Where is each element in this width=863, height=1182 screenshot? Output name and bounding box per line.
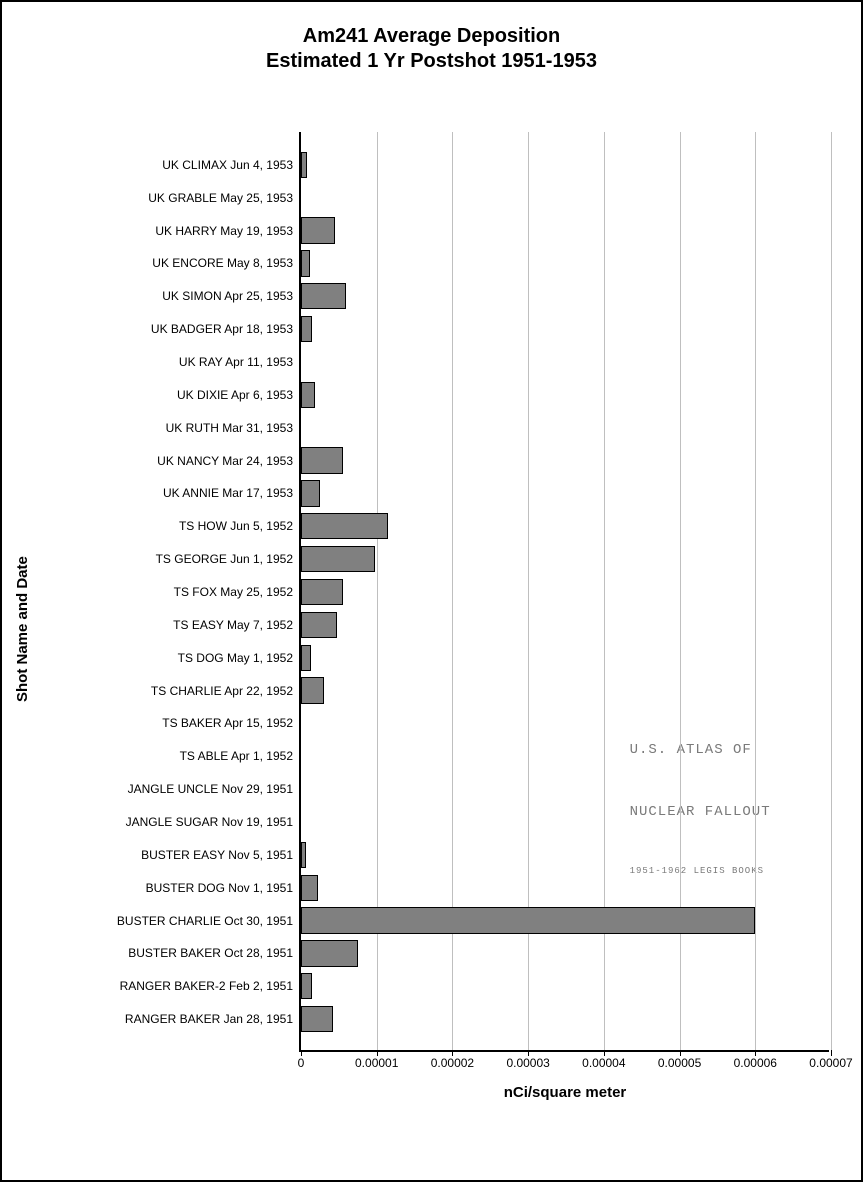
category-label: UK RUTH Mar 31, 1953 [166,421,301,435]
bar [301,382,315,408]
bar-row: UK CLIMAX Jun 4, 1953 [301,148,829,181]
bar [301,447,343,473]
category-label: BUSTER DOG Nov 1, 1951 [146,881,301,895]
bar-row: JANGLE SUGAR Nov 19, 1951 [301,806,829,839]
category-label: BUSTER CHARLIE Oct 30, 1951 [117,914,301,928]
bar [301,217,335,243]
category-label: TS GEORGE Jun 1, 1952 [156,552,301,566]
bar [301,677,324,703]
category-label: RANGER BAKER Jan 28, 1951 [125,1012,301,1026]
bar [301,940,358,966]
y-axis-label: Shot Name and Date [14,556,31,702]
bar [301,645,311,671]
category-label: UK NANCY Mar 24, 1953 [157,454,301,468]
bar [301,875,318,901]
bar-row: JANGLE UNCLE Nov 29, 1951 [301,773,829,806]
bar [301,513,388,539]
x-tick-label: 0.00004 [582,1050,625,1070]
bar [301,250,310,276]
bar-row: RANGER BAKER-2 Feb 2, 1951 [301,970,829,1003]
category-label: TS EASY May 7, 1952 [173,618,301,632]
bar-row: TS ABLE Apr 1, 1952 [301,740,829,773]
bar-row: BUSTER EASY Nov 5, 1951 [301,838,829,871]
category-label: UK CLIMAX Jun 4, 1953 [162,158,301,172]
bar [301,579,343,605]
x-tick-label: 0.00005 [658,1050,701,1070]
category-label: UK HARRY May 19, 1953 [155,224,301,238]
bar-row: UK BADGER Apr 18, 1953 [301,313,829,346]
chart-title: Am241 Average Deposition Estimated 1 Yr … [2,2,861,74]
bar-row: TS FOX May 25, 1952 [301,576,829,609]
category-label: RANGER BAKER-2 Feb 2, 1951 [120,979,301,993]
bar-row: RANGER BAKER Jan 28, 1951 [301,1003,829,1036]
bar-row: TS EASY May 7, 1952 [301,608,829,641]
x-axis-label: nCi/square meter [504,1084,627,1101]
category-label: BUSTER EASY Nov 5, 1951 [141,848,301,862]
bar-row: TS GEORGE Jun 1, 1952 [301,543,829,576]
bar-row: BUSTER CHARLIE Oct 30, 1951 [301,904,829,937]
category-label: BUSTER BAKER Oct 28, 1951 [128,946,301,960]
gridline [831,132,832,1050]
bar [301,152,307,178]
category-label: JANGLE SUGAR Nov 19, 1951 [126,815,301,829]
category-label: TS CHARLIE Apr 22, 1952 [151,684,301,698]
x-tick-label: 0.00003 [506,1050,549,1070]
x-tick-label: 0 [298,1050,305,1070]
bar-row: UK GRABLE May 25, 1953 [301,181,829,214]
bar [301,1006,333,1032]
category-label: UK BADGER Apr 18, 1953 [151,322,301,336]
category-label: UK ENCORE May 8, 1953 [152,256,301,270]
bar [301,612,337,638]
bar-row: UK RUTH Mar 31, 1953 [301,411,829,444]
bar-row: BUSTER DOG Nov 1, 1951 [301,871,829,904]
plot-wrap: Shot Name and Date U.S. ATLAS OF NUCLEAR… [74,122,844,1122]
bar-row: TS CHARLIE Apr 22, 1952 [301,674,829,707]
bar [301,283,346,309]
category-label: TS HOW Jun 5, 1952 [179,519,301,533]
x-tick-label: 0.00006 [734,1050,777,1070]
category-label: JANGLE UNCLE Nov 29, 1951 [128,782,301,796]
bar [301,546,375,572]
bar [301,480,320,506]
bar-row: TS HOW Jun 5, 1952 [301,510,829,543]
x-tick-label: 0.00002 [431,1050,474,1070]
category-label: UK GRABLE May 25, 1953 [148,191,301,205]
x-tick-label: 0.00007 [809,1050,852,1070]
bar [301,316,312,342]
bar-row: UK ENCORE May 8, 1953 [301,247,829,280]
bar-row: UK ANNIE Mar 17, 1953 [301,477,829,510]
chart-title-line1: Am241 Average Deposition [2,24,861,49]
bar [301,842,306,868]
bar-row: TS DOG May 1, 1952 [301,641,829,674]
bar [301,973,312,999]
category-label: TS FOX May 25, 1952 [174,585,301,599]
bar-row: UK NANCY Mar 24, 1953 [301,444,829,477]
bar-row: UK HARRY May 19, 1953 [301,214,829,247]
bar-row: UK RAY Apr 11, 1953 [301,346,829,379]
bar-row: UK DIXIE Apr 6, 1953 [301,378,829,411]
plot-area: U.S. ATLAS OF NUCLEAR FALLOUT 1951-1962 … [299,132,829,1052]
category-label: TS ABLE Apr 1, 1952 [180,749,301,763]
bar-row: UK SIMON Apr 25, 1953 [301,280,829,313]
bar-row: TS BAKER Apr 15, 1952 [301,707,829,740]
category-label: TS DOG May 1, 1952 [178,651,301,665]
category-label: UK DIXIE Apr 6, 1953 [177,388,301,402]
page: Am241 Average Deposition Estimated 1 Yr … [0,0,863,1182]
category-label: UK ANNIE Mar 17, 1953 [163,486,301,500]
category-label: UK RAY Apr 11, 1953 [179,355,301,369]
bar [301,907,755,933]
category-label: TS BAKER Apr 15, 1952 [162,716,301,730]
bar-row: BUSTER BAKER Oct 28, 1951 [301,937,829,970]
category-label: UK SIMON Apr 25, 1953 [162,289,301,303]
x-tick-label: 0.00001 [355,1050,398,1070]
chart-title-line2: Estimated 1 Yr Postshot 1951-1953 [2,49,861,74]
